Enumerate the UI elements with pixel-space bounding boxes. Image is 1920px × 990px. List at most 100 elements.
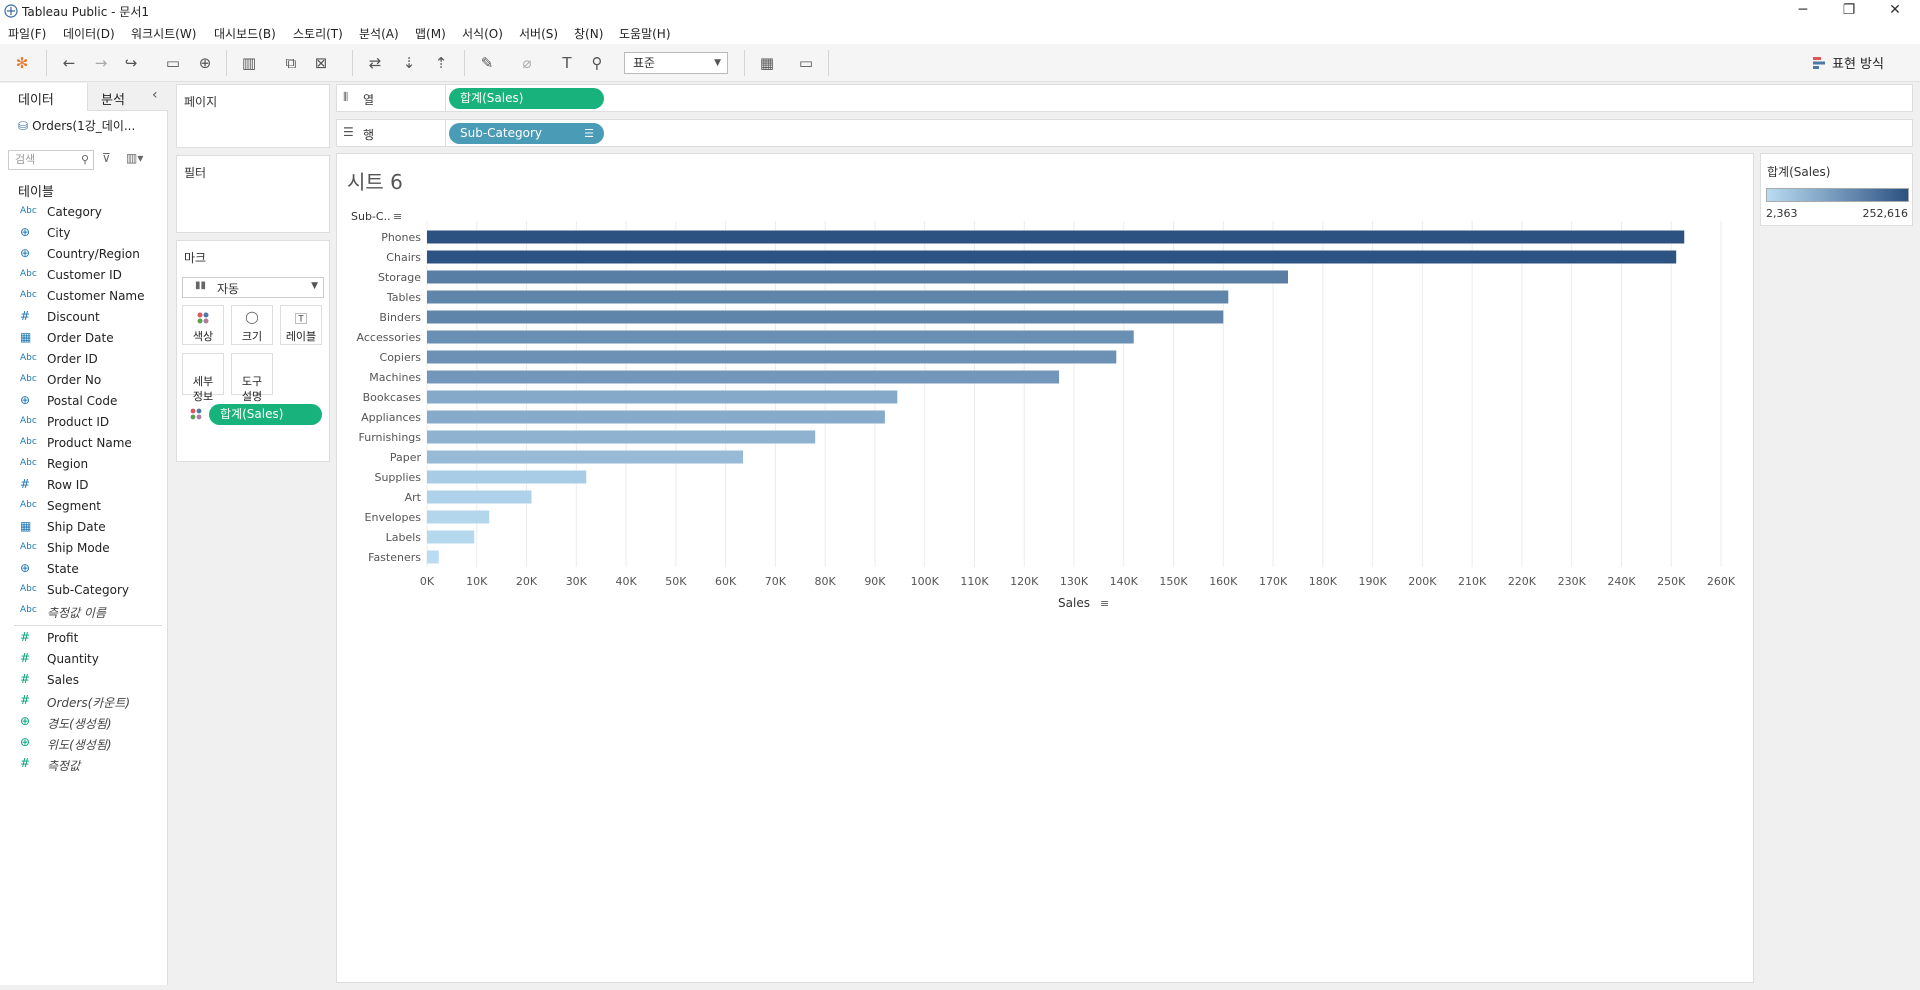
menu-dashboard[interactable]: 대시보드(B) xyxy=(214,27,276,41)
bar[interactable] xyxy=(427,230,1685,244)
menu-story[interactable]: 스토리(T) xyxy=(293,27,343,41)
menu-help[interactable]: 도움말(H) xyxy=(619,27,671,41)
menu-file[interactable]: 파일(F) xyxy=(8,27,47,41)
field-order-id[interactable]: Abc Order ID xyxy=(0,350,167,371)
bar[interactable] xyxy=(427,390,898,404)
columns-sales-pill[interactable]: 합계(Sales) xyxy=(449,88,604,109)
tooltip-button[interactable]: 도구 설명 xyxy=(231,353,273,403)
clear-sheet-icon[interactable]: ⊠ xyxy=(314,54,328,72)
fit-select[interactable]: 표준 ▼ xyxy=(624,52,728,74)
group-icon[interactable]: ⌀ xyxy=(522,54,532,72)
field-sales[interactable]: # Sales xyxy=(0,671,167,692)
bar[interactable] xyxy=(427,310,1224,324)
field-orders-카운트-[interactable]: # Orders(카운트) xyxy=(0,692,167,713)
bar[interactable] xyxy=(427,430,816,444)
maximize-button[interactable]: ❐ xyxy=(1842,2,1856,18)
string-type-icon: Abc xyxy=(20,584,37,594)
bar[interactable] xyxy=(427,490,532,504)
filter-icon[interactable]: ⊽ xyxy=(102,151,111,165)
highlight-icon[interactable]: ✎ xyxy=(480,54,494,72)
show-cards-icon[interactable]: ▦ xyxy=(759,54,775,72)
detail-button[interactable]: 세부 정보 xyxy=(182,353,224,403)
size-button[interactable]: ◯ 크기 xyxy=(231,305,273,345)
mark-type-select[interactable]: ▮▮ 자동 ▼ xyxy=(182,277,324,298)
rows-shelf[interactable]: ☰ 행 Sub-Category ☰ xyxy=(336,119,1913,147)
field-postal-code[interactable]: ⊕ Postal Code xyxy=(0,392,167,413)
bar[interactable] xyxy=(427,330,1134,344)
field-측정값-이름[interactable]: Abc 측정값 이름 xyxy=(0,602,167,623)
field-quantity[interactable]: # Quantity xyxy=(0,650,167,671)
field-row-id[interactable]: # Row ID xyxy=(0,476,167,497)
search-input[interactable]: 검색 ⚲ xyxy=(8,150,94,170)
new-datasource-icon[interactable]: ⊕ xyxy=(198,54,212,72)
field-경도-생성됨-[interactable]: ⊕ 경도(생성됨) xyxy=(0,713,167,734)
field-order-no[interactable]: Abc Order No xyxy=(0,371,167,392)
new-worksheet-icon[interactable]: ▥ xyxy=(241,54,257,72)
bar[interactable] xyxy=(427,290,1229,304)
show-me-button[interactable]: 표현 방식 xyxy=(1812,53,1884,72)
legend-color-ramp[interactable] xyxy=(1766,188,1909,202)
bar[interactable] xyxy=(427,250,1677,264)
sort-ascending-icon[interactable]: ⇣ xyxy=(402,54,416,72)
field-product-name[interactable]: Abc Product Name xyxy=(0,434,167,455)
field-state[interactable]: ⊕ State xyxy=(0,560,167,581)
view-options-icon[interactable]: ▥▾ xyxy=(126,151,144,165)
redo-icon[interactable]: → xyxy=(94,54,108,72)
swap-rows-columns-icon[interactable]: ⇄ xyxy=(368,54,382,72)
marks-sales-pill[interactable]: 합계(Sales) xyxy=(209,404,322,425)
datasource-item[interactable]: ⛁ Orders(1강_데이... xyxy=(18,119,136,133)
field-위도-생성됨-[interactable]: ⊕ 위도(생성됨) xyxy=(0,734,167,755)
field-city[interactable]: ⊕ City xyxy=(0,224,167,245)
field-ship-date[interactable]: ▦ Ship Date xyxy=(0,518,167,539)
menu-worksheet[interactable]: 워크시트(W) xyxy=(131,27,197,41)
menu-data[interactable]: 데이터(D) xyxy=(63,27,115,41)
rows-subcategory-pill[interactable]: Sub-Category ☰ xyxy=(449,123,604,144)
menu-analysis[interactable]: 분석(A) xyxy=(359,27,399,41)
menu-window[interactable]: 창(N) xyxy=(574,27,604,41)
field-profit[interactable]: # Profit xyxy=(0,629,167,650)
bar[interactable] xyxy=(427,510,490,524)
bar[interactable] xyxy=(427,530,475,544)
presentation-mode-icon[interactable]: ▭ xyxy=(798,54,814,72)
menu-format[interactable]: 서식(O) xyxy=(462,27,503,41)
field-sub-category[interactable]: Abc Sub-Category xyxy=(0,581,167,602)
bar[interactable] xyxy=(427,550,439,564)
field-customer-id[interactable]: Abc Customer ID xyxy=(0,266,167,287)
field-discount[interactable]: # Discount xyxy=(0,308,167,329)
collapse-pane-icon[interactable]: ‹ xyxy=(152,87,158,103)
bar[interactable] xyxy=(427,350,1117,364)
menu-server[interactable]: 서버(S) xyxy=(519,27,559,41)
tableau-start-icon[interactable]: ✻ xyxy=(15,54,29,72)
pages-card[interactable]: 페이지 xyxy=(176,84,330,148)
bar[interactable] xyxy=(427,270,1289,284)
field-segment[interactable]: Abc Segment xyxy=(0,497,167,518)
replay-icon[interactable]: ↪ xyxy=(124,54,138,72)
bar[interactable] xyxy=(427,470,587,484)
bar[interactable] xyxy=(427,410,885,424)
field-측정값[interactable]: # 측정값 xyxy=(0,755,167,776)
bar[interactable] xyxy=(427,370,1060,384)
filters-card[interactable]: 필터 xyxy=(176,155,330,233)
field-category[interactable]: Abc Category xyxy=(0,203,167,224)
minimize-button[interactable]: ─ xyxy=(1798,2,1808,18)
bar[interactable] xyxy=(427,450,744,464)
tab-analysis[interactable]: 분석 ‹ xyxy=(88,83,168,111)
duplicate-sheet-icon[interactable]: ⧉ xyxy=(285,54,297,72)
menu-map[interactable]: 맵(M) xyxy=(415,27,446,41)
close-button[interactable]: ✕ xyxy=(1889,2,1901,18)
sort-descending-icon[interactable]: ⇡ xyxy=(434,54,448,72)
pin-axes-icon[interactable]: ⚲ xyxy=(591,54,603,72)
field-product-id[interactable]: Abc Product ID xyxy=(0,413,167,434)
undo-icon[interactable]: ← xyxy=(62,54,76,72)
columns-shelf[interactable]: ⦀ 열 합계(Sales) xyxy=(336,84,1913,112)
field-country-region[interactable]: ⊕ Country/Region xyxy=(0,245,167,266)
field-customer-name[interactable]: Abc Customer Name xyxy=(0,287,167,308)
label-button[interactable]: 🅃 레이블 xyxy=(280,305,322,345)
field-ship-mode[interactable]: Abc Ship Mode xyxy=(0,539,167,560)
color-button[interactable]: 색상 xyxy=(182,305,224,345)
show-labels-icon[interactable]: T xyxy=(562,54,572,72)
field-order-date[interactable]: ▦ Order Date xyxy=(0,329,167,350)
field-region[interactable]: Abc Region xyxy=(0,455,167,476)
tab-data[interactable]: 데이터 xyxy=(0,83,88,111)
save-icon[interactable]: ▭ xyxy=(165,54,181,72)
